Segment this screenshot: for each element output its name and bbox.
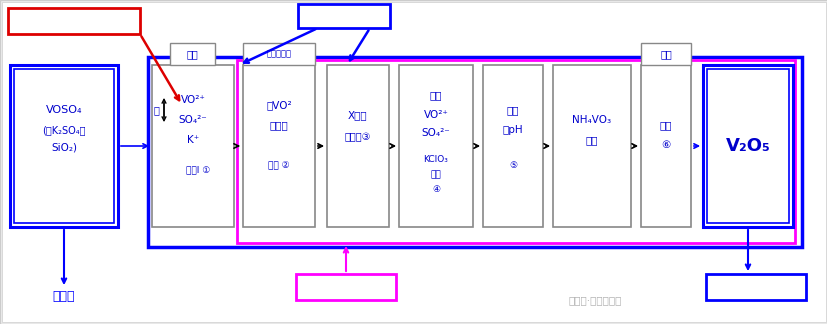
Text: 废渣: 废渣 [186, 49, 198, 59]
Text: 调pH: 调pH [502, 125, 523, 135]
Text: 原材料: 原材料 [53, 290, 75, 303]
Bar [640, 65, 691, 227]
Text: 原材料的预处理: 原材料的预处理 [48, 15, 100, 28]
Text: (含K₂SO₄、: (含K₂SO₄、 [42, 125, 86, 135]
Text: X试剂: X试剂 [348, 110, 367, 120]
Text: 目标产物: 目标产物 [740, 281, 770, 294]
Text: VOSO₄: VOSO₄ [45, 105, 82, 115]
Text: SO₄²⁻: SO₄²⁻ [421, 128, 450, 138]
Text: VO²⁺: VO²⁺ [423, 110, 448, 120]
Bar [552, 65, 630, 227]
Text: 水: 水 [153, 105, 159, 115]
Text: ⑤: ⑤ [509, 160, 516, 169]
Text: V₂O₅: V₂O₅ [724, 137, 769, 155]
Bar [8, 8, 140, 34]
Text: 有机层: 有机层 [270, 120, 288, 130]
Text: 萨取 ②: 萨取 ② [268, 160, 289, 169]
Text: 沉淠: 沉淠 [585, 135, 598, 145]
Text: 氨水: 氨水 [506, 105, 519, 115]
Bar [482, 65, 543, 227]
Text: ④: ④ [432, 184, 439, 193]
Bar [640, 43, 691, 65]
Text: 分离提纯: 分离提纯 [327, 9, 360, 22]
Text: ⑥: ⑥ [661, 140, 670, 150]
Text: KClO₃: KClO₃ [423, 156, 448, 165]
Bar [399, 65, 472, 227]
Text: SO₄²⁻: SO₄²⁻ [179, 115, 207, 125]
Text: K⁺: K⁺ [187, 135, 198, 145]
Bar [298, 4, 390, 28]
Bar [14, 69, 114, 223]
Text: SiO₂): SiO₂) [51, 143, 77, 153]
Bar [237, 60, 794, 243]
Bar [242, 43, 314, 65]
Text: VO²⁺: VO²⁺ [180, 95, 205, 105]
Bar [702, 65, 792, 227]
Text: 氧化: 氧化 [430, 170, 441, 179]
Bar [327, 65, 389, 227]
Text: 化学反应: 化学反应 [330, 281, 361, 294]
Text: 反萨取③: 反萨取③ [344, 132, 370, 142]
Text: 公众号·文字与化学: 公众号·文字与化学 [567, 295, 621, 305]
Bar [152, 65, 234, 227]
Text: 含VO²: 含VO² [265, 100, 291, 110]
Bar [705, 274, 805, 300]
Bar [148, 57, 801, 247]
Text: NH₄VO₃: NH₄VO₃ [571, 115, 611, 125]
Bar [242, 65, 314, 227]
Text: 操作I ①: 操作I ① [185, 166, 210, 175]
Bar [10, 65, 118, 227]
Text: 氨气: 氨气 [659, 49, 671, 59]
Bar [706, 69, 788, 223]
Text: 水层: 水层 [429, 90, 442, 100]
Bar [170, 43, 215, 65]
Bar [295, 274, 395, 300]
Text: 焙烧: 焙烧 [659, 120, 672, 130]
Text: 有机萨取剂: 有机萨取剂 [266, 50, 291, 59]
